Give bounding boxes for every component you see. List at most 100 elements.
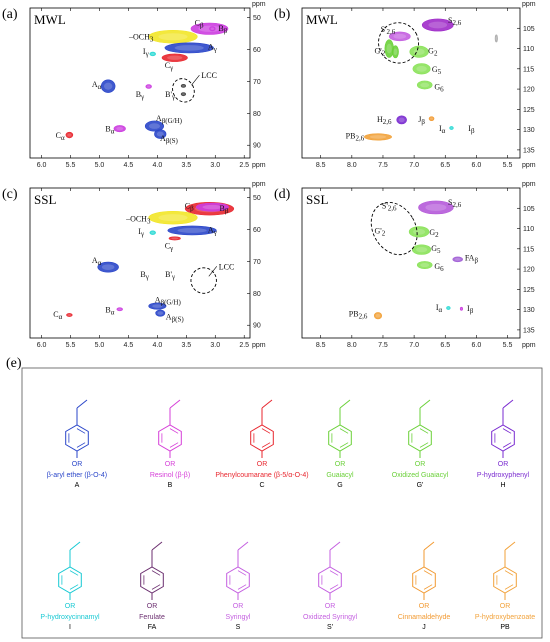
side-chain: [502, 399, 514, 409]
lcc-label: LCC: [201, 71, 217, 80]
contour-blob: [408, 226, 430, 238]
contour-blob: [97, 261, 119, 273]
y-tick-label: 115: [523, 246, 534, 253]
contour-core: [152, 304, 163, 308]
contour-core: [454, 258, 461, 261]
peak-label: Iα: [439, 124, 446, 135]
contour-core: [413, 228, 426, 235]
double-bond: [169, 428, 179, 434]
sample-label: SSL: [34, 192, 56, 207]
peak-label: Cα: [53, 310, 62, 321]
contour-core: [158, 214, 188, 222]
dashed-ring: [370, 201, 418, 256]
panel-label: (b): [274, 7, 291, 22]
structure-code: H: [500, 482, 505, 489]
contour-core: [416, 65, 427, 72]
x-tick-label: 4.5: [124, 342, 134, 349]
contour-core: [420, 263, 430, 268]
contour-core: [460, 307, 463, 310]
double-bond: [69, 570, 79, 576]
contour-blob: [168, 236, 181, 241]
y-unit-label: ppm: [522, 181, 536, 188]
y-tick-label: 110: [523, 226, 534, 233]
peak-label: Bβ: [219, 204, 228, 215]
y-tick-label: 125: [523, 287, 535, 294]
structure-sprime: OR Oxidized Syringyl S': [303, 541, 357, 631]
structure-code: A: [75, 482, 80, 489]
contour-blob: [149, 230, 156, 235]
peak-label: H2,6: [377, 115, 392, 126]
contour-core: [116, 126, 124, 131]
side-chain: [237, 541, 249, 551]
peak-label: Aγ: [208, 42, 217, 53]
contour-blob: [416, 80, 433, 90]
x-tick-label: 8.0: [347, 342, 357, 349]
contour-blob: [452, 256, 463, 263]
contour-core: [375, 313, 381, 318]
y-tick-label: 105: [523, 26, 535, 33]
contour-blob: [167, 225, 217, 236]
double-bond: [502, 428, 512, 434]
y-tick-label: 70: [253, 79, 261, 86]
peak-label: Bβ: [218, 24, 227, 35]
x-tick-label: 6.0: [37, 342, 47, 349]
contour-blob: [148, 30, 198, 44]
x-unit-label: ppm: [522, 162, 536, 169]
structure-name: β-aryl ether (β-O-4): [47, 472, 107, 479]
peak-label: Aβ(G/H): [156, 114, 183, 125]
x-tick-label: 7.5: [378, 342, 388, 349]
hsqc-panel-b: (b) MWL 8.5 8.0 7.5 7.0 6.5 6.0 5.5 ppm 105 110 115 1…: [274, 1, 536, 169]
x-unit-label: ppm: [252, 162, 266, 169]
structure-substituent: OR: [233, 603, 244, 610]
structure-substituent: OR: [335, 461, 346, 468]
structure-substituent: OR: [72, 461, 83, 468]
contour-core: [182, 84, 185, 87]
contour-blob: [148, 302, 167, 310]
peak-label: G5: [431, 244, 441, 255]
peak-label: Iβ: [468, 124, 475, 135]
contour-blob: [428, 116, 435, 122]
contour-blob: [180, 92, 187, 97]
contour-core: [398, 117, 405, 123]
peak-label: Cγ: [165, 241, 173, 252]
x-tick-label: 3.0: [210, 162, 220, 169]
peak-label: B'γ: [165, 90, 175, 101]
x-tick-label: 5.5: [503, 342, 513, 349]
peak-label: Iγ: [143, 47, 149, 58]
peak-label: Aβ(S): [160, 134, 179, 145]
contour-core: [167, 55, 183, 60]
contour-core: [393, 48, 398, 56]
side-chain: [69, 541, 81, 551]
x-tick-label: 5.5: [66, 162, 76, 169]
structure-code: S': [327, 624, 333, 631]
dashed-ring: [378, 22, 420, 64]
structure-substituent: OR: [419, 603, 430, 610]
contour-core: [146, 85, 151, 88]
peak-label: Jβ: [418, 115, 425, 126]
contour-core: [156, 131, 164, 137]
x-tick-label: 4.0: [153, 162, 163, 169]
double-bond: [502, 442, 512, 448]
contour-blob: [412, 63, 431, 75]
contour-core: [151, 231, 155, 234]
contour-blob: [164, 42, 214, 54]
peak-label: Cβ: [195, 18, 204, 29]
contour-core: [101, 264, 115, 270]
peak-label: G5: [432, 65, 442, 76]
contour-core: [450, 127, 453, 129]
x-unit-label: ppm: [252, 342, 266, 349]
peak-label: Cα: [56, 131, 65, 142]
structure-code: G: [337, 482, 342, 489]
structure-substituent: OR: [257, 461, 268, 468]
y-tick-label: 60: [253, 227, 261, 234]
structure-code: PB: [500, 624, 510, 631]
peak-label: Bγ: [136, 90, 144, 101]
contour-blob: [392, 45, 399, 59]
x-tick-label: 7.0: [409, 342, 419, 349]
structure-code: C: [259, 482, 264, 489]
contour-core: [425, 203, 447, 212]
contour-core: [118, 308, 122, 311]
peak-label: G6: [434, 83, 444, 94]
